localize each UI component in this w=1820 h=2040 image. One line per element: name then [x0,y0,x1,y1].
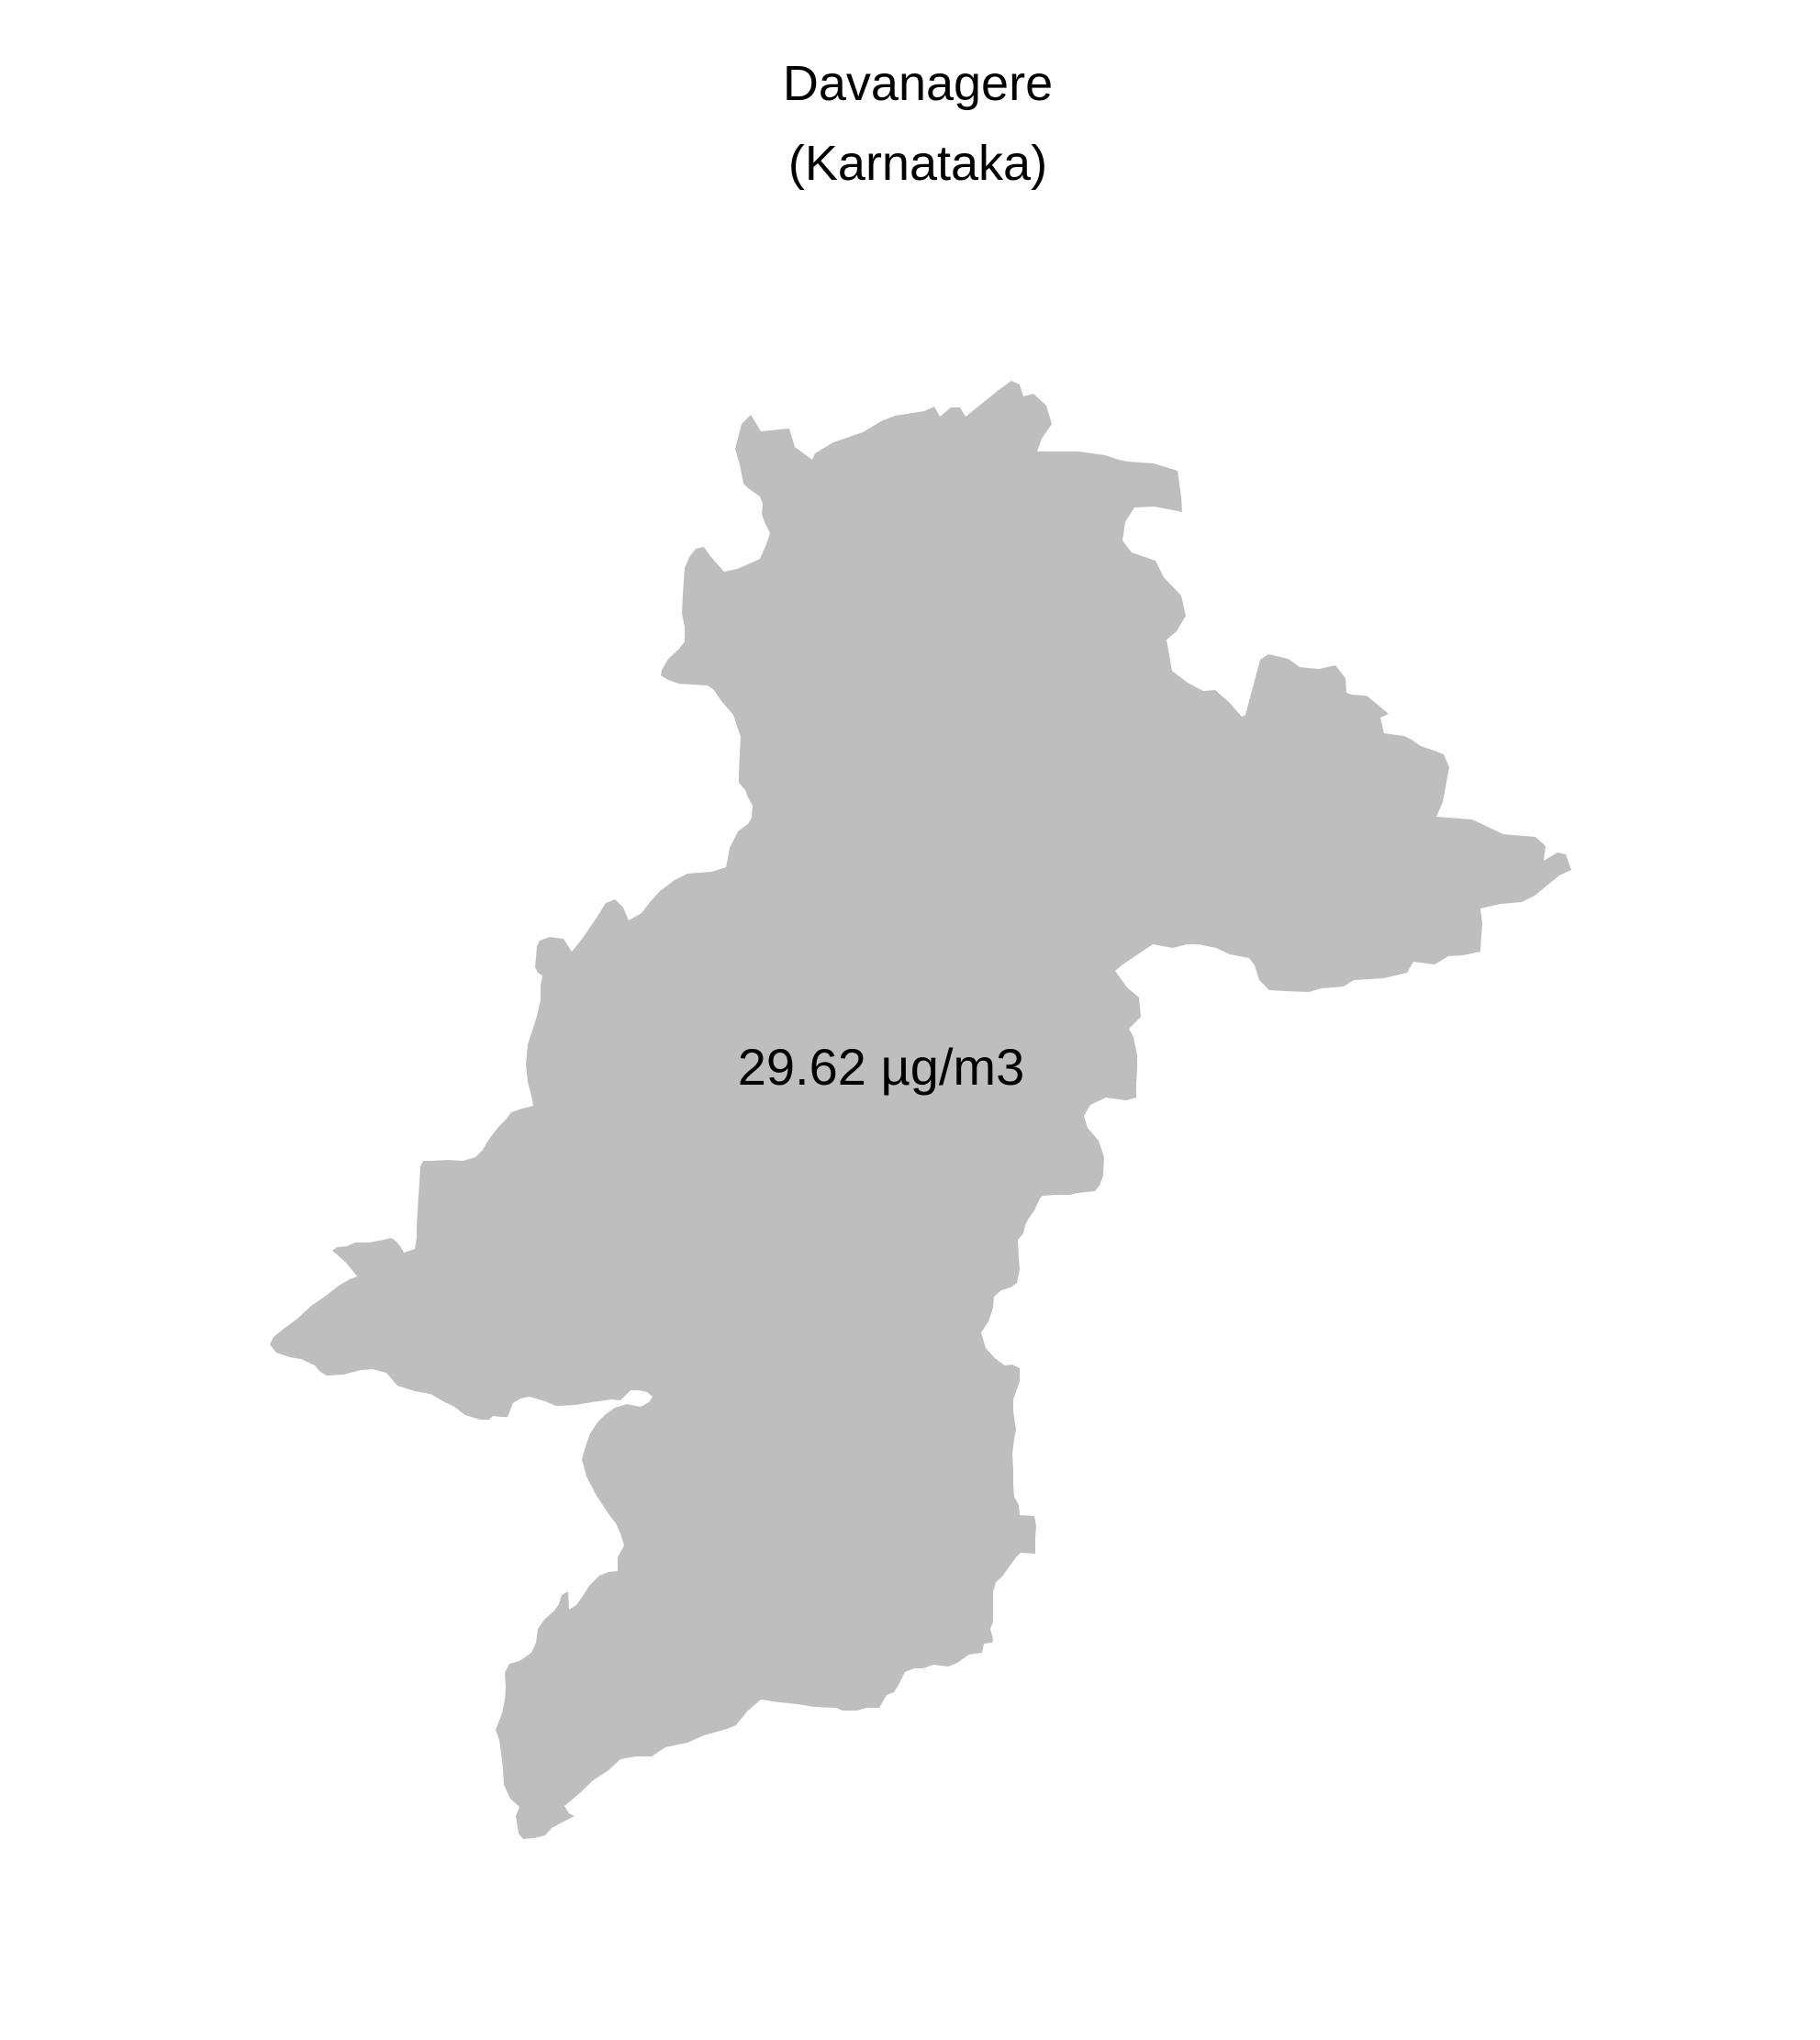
map-subtitle: (Karnataka) [788,136,1047,191]
district-value-label: 29.62 µg/m3 [738,1038,1024,1096]
map-title: Davanagere [783,56,1053,111]
district-boundary-shape [270,381,1571,1839]
